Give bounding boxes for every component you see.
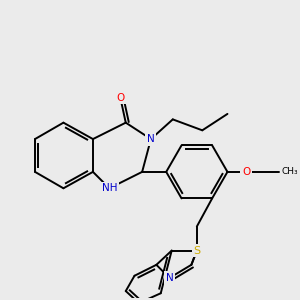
Text: S: S: [193, 246, 200, 256]
Text: O: O: [116, 92, 124, 103]
Text: N: N: [166, 273, 173, 283]
Text: O: O: [242, 167, 250, 177]
Text: NH: NH: [102, 183, 117, 193]
Text: S: S: [193, 246, 200, 256]
Text: N: N: [147, 134, 155, 144]
Text: CH₃: CH₃: [281, 167, 298, 176]
